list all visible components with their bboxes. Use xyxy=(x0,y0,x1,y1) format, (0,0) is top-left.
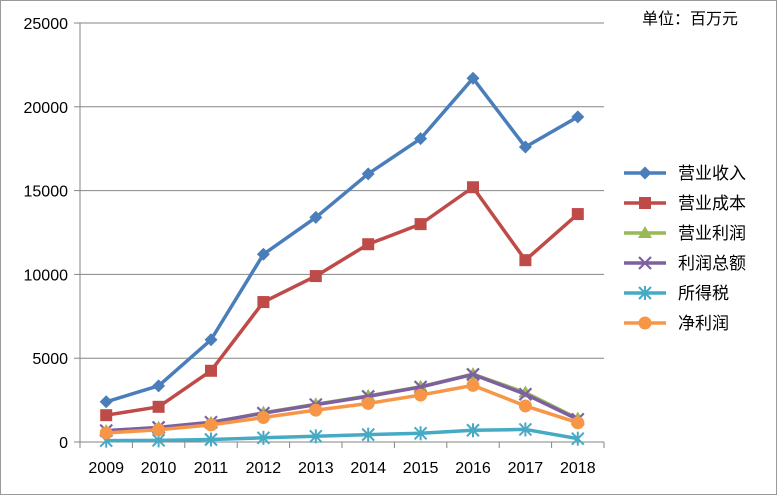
data-point-5-2014 xyxy=(361,396,375,410)
data-point-1-2012 xyxy=(257,296,270,309)
legend-marker xyxy=(639,197,651,209)
data-point-0-2010 xyxy=(152,379,166,393)
legend-item-3: 利润总额 xyxy=(624,254,746,274)
series-line-1 xyxy=(104,185,580,417)
series-line-5 xyxy=(104,383,580,435)
legend-item-4: 所得税 xyxy=(624,284,729,304)
data-point-1-2016 xyxy=(467,181,479,194)
data-point-1-2011 xyxy=(205,364,217,377)
series-1 xyxy=(100,181,584,422)
data-point-1-2018 xyxy=(571,208,584,221)
data-point-0-2014 xyxy=(361,167,375,181)
data-point-0-2009 xyxy=(99,395,113,409)
legend-item-1: 营业成本 xyxy=(624,194,746,214)
x-tick-label-2018: 2018 xyxy=(560,460,596,477)
legend-label: 营业成本 xyxy=(678,194,746,214)
data-point-5-2009 xyxy=(99,426,113,440)
data-point-5-2015 xyxy=(414,388,428,402)
data-point-4-2012 xyxy=(256,430,271,445)
y-tick-label: 25000 xyxy=(24,16,69,33)
series-0 xyxy=(99,71,585,409)
x-tick-label-2010: 2010 xyxy=(141,460,177,477)
x-tick-label-2014: 2014 xyxy=(350,460,386,477)
data-point-4-2015 xyxy=(413,426,428,441)
gridlines xyxy=(80,22,604,359)
legend-label: 所得税 xyxy=(678,284,729,304)
x-tick-label-2011: 2011 xyxy=(194,460,229,477)
x-tick-label-2012: 2012 xyxy=(246,460,282,477)
legend-marker xyxy=(638,226,652,238)
legend-label: 营业利润 xyxy=(678,224,746,244)
y-tick-label: 0 xyxy=(59,435,68,452)
data-point-0-2018 xyxy=(571,110,585,124)
x-marker-stroke xyxy=(518,387,533,402)
y-tick-label: 20000 xyxy=(24,100,69,117)
data-point-5-2016 xyxy=(466,378,480,392)
data-point-1-2015 xyxy=(414,218,427,231)
x-tick-label-2016: 2016 xyxy=(455,460,491,477)
series-line-2 xyxy=(104,372,580,433)
legend-label: 净利润 xyxy=(678,314,729,334)
data-point-5-2018 xyxy=(571,416,585,430)
x-tick-label-2017: 2017 xyxy=(508,460,544,477)
legend-item-2: 营业利润 xyxy=(624,224,746,244)
legend-label: 营业收入 xyxy=(678,164,746,184)
data-point-5-2017 xyxy=(518,399,532,413)
legend-item-0: 营业收入 xyxy=(624,164,746,184)
series-line-3 xyxy=(104,372,580,433)
legend-marker xyxy=(638,256,652,270)
x-marker-stroke xyxy=(466,367,480,382)
data-point-0-2017 xyxy=(518,140,532,154)
data-point-4-2011 xyxy=(204,432,218,447)
data-point-4-2013 xyxy=(309,429,323,444)
series-4 xyxy=(99,422,585,448)
data-point-0-2015 xyxy=(414,132,428,146)
legend-marker xyxy=(638,166,652,180)
y-tick-label: 15000 xyxy=(24,184,69,201)
series-line-0 xyxy=(104,76,580,404)
x-tick-label-2009: 2009 xyxy=(88,460,124,477)
data-point-0-2013 xyxy=(309,210,323,224)
data-point-1-2014 xyxy=(362,238,375,251)
y-tick-label: 10000 xyxy=(24,267,69,284)
data-point-3-2017 xyxy=(518,387,533,402)
data-point-4-2014 xyxy=(361,427,375,442)
x-tick-label-2015: 2015 xyxy=(403,460,439,477)
data-point-0-2012 xyxy=(256,247,270,261)
x-tick-label-2013: 2013 xyxy=(298,460,334,477)
data-point-5-2011 xyxy=(204,418,218,432)
series-3 xyxy=(99,367,585,438)
legend-label: 利润总额 xyxy=(678,254,746,274)
data-point-1-2013 xyxy=(309,270,322,283)
x-marker-stroke xyxy=(638,256,652,270)
data-point-4-2018 xyxy=(571,431,585,446)
data-point-5-2010 xyxy=(152,423,166,437)
legend-marker xyxy=(638,286,652,300)
data-point-1-2017 xyxy=(519,254,532,267)
data-point-0-2011 xyxy=(204,333,218,347)
data-point-0-2016 xyxy=(466,71,480,85)
data-point-1-2009 xyxy=(100,409,113,422)
legend-item-5: 净利润 xyxy=(624,314,729,334)
data-point-3-2016 xyxy=(466,367,480,382)
data-point-1-2010 xyxy=(152,400,165,413)
y-tick-label: 5000 xyxy=(32,351,68,368)
series-group xyxy=(99,71,585,448)
data-point-4-2017 xyxy=(518,422,533,437)
axes: 0 5000 10000 15000 20000 25000 2009 2010 2011 201… xyxy=(24,16,605,477)
series-5 xyxy=(99,378,585,440)
data-point-4-2016 xyxy=(466,423,480,438)
data-point-5-2013 xyxy=(309,403,323,417)
series-line-4 xyxy=(104,427,580,443)
unit-label: 单位：百万元 xyxy=(642,9,738,28)
legend-marker xyxy=(638,316,652,330)
data-point-5-2012 xyxy=(256,411,270,425)
